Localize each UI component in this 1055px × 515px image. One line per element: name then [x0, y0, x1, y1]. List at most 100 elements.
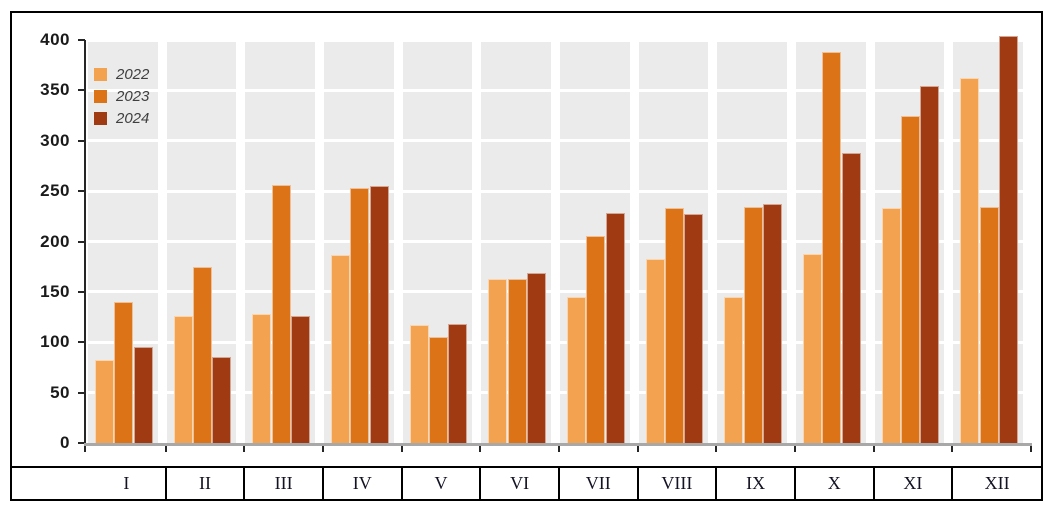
bar-2023-IX	[743, 207, 763, 443]
bar-2023-X	[822, 52, 842, 443]
bar-2023-VI	[507, 278, 527, 443]
x-axis-tick-5	[479, 446, 482, 452]
legend-item-2023: 2023	[94, 85, 149, 107]
bar-2023-XI	[900, 115, 920, 443]
month-cell-IX: IX	[717, 468, 796, 499]
legend-swatch-2022	[94, 67, 107, 81]
x-axis-tick-8	[715, 446, 718, 452]
gridline-350	[88, 88, 1032, 92]
x-axis-tick-12	[1030, 446, 1032, 452]
gridline-150	[88, 290, 1032, 294]
gridline-300	[88, 139, 1032, 143]
bar-2024-VI	[526, 272, 546, 443]
month-cell-VII: VII	[560, 468, 639, 499]
month-cell-V: V	[403, 468, 482, 499]
y-axis-tick-250	[78, 190, 85, 193]
legend-label-2023: 2023	[116, 87, 150, 105]
gridline-50	[88, 391, 1032, 395]
month-cell-VI: VI	[481, 468, 560, 499]
legend-label-2024: 2024	[116, 109, 150, 127]
y-axis-label-100: 100	[40, 332, 70, 352]
bar-2022-V	[409, 325, 429, 443]
bar-2022-II	[173, 316, 193, 443]
bar-2024-XII	[998, 35, 1018, 443]
y-axis-line	[84, 40, 86, 446]
bar-2022-VII	[567, 296, 586, 443]
month-table: I II III IV V VI VII VIII IX X XI XII	[12, 466, 1041, 499]
legend-swatch-2024	[94, 111, 107, 125]
bar-2023-II	[192, 266, 212, 443]
bar-2023-VIII	[664, 208, 684, 443]
x-axis-tick-9	[794, 446, 796, 452]
x-axis-tick-0	[84, 446, 86, 452]
bar-2024-V	[448, 324, 468, 443]
month-cell-IV: IV	[324, 468, 403, 499]
y-axis-tick-200	[78, 240, 85, 243]
x-axis-tick-11	[951, 446, 954, 452]
gridline-250	[88, 189, 1032, 193]
x-axis-tick-4	[400, 446, 403, 452]
y-axis-tick-350	[78, 89, 85, 92]
y-axis-label-0: 0	[60, 433, 70, 452]
x-axis-tick-10	[872, 446, 875, 452]
bar-2022-VI	[488, 278, 508, 443]
month-cell-XII: XII	[984, 473, 1010, 493]
bar-2023-IV	[350, 188, 370, 443]
bar-2024-IX	[762, 204, 782, 443]
bar-2024-III	[290, 316, 310, 443]
bar-2023-III	[271, 185, 291, 443]
chart-frame: 0 50 100 150 200 250 300 350 400 2022 2023 2024 …	[10, 11, 1043, 501]
bar-2022-XI	[881, 208, 901, 443]
month-cell-III: III	[245, 468, 324, 499]
month-cell-XI: XI	[875, 468, 954, 499]
bar-2022-IX	[724, 296, 744, 443]
legend-item-2022: 2022	[94, 63, 149, 85]
y-axis-label-350: 350	[40, 80, 70, 100]
y-axis-label-250: 250	[40, 181, 70, 201]
bar-2023-VII	[586, 236, 606, 443]
bar-2022-X	[803, 253, 822, 443]
bar-2022-IV	[331, 254, 350, 443]
y-axis-tick-50	[78, 391, 85, 394]
gridline-400	[88, 38, 1032, 42]
legend-item-2024: 2024	[94, 107, 149, 129]
bar-2022-VIII	[645, 258, 665, 443]
legend-swatch-2023	[94, 89, 107, 103]
month-cell-X: X	[796, 468, 875, 499]
gridline-200	[88, 240, 1032, 243]
gridline-100	[88, 340, 1032, 344]
y-axis-label-150: 150	[40, 281, 70, 301]
legend-label-2022: 2022	[116, 65, 150, 83]
bar-2024-XI	[920, 86, 940, 443]
bar-2024-VIII	[684, 214, 704, 443]
y-axis-label-50: 50	[50, 382, 70, 402]
y-axis-label-200: 200	[40, 231, 70, 251]
x-axis-line	[84, 443, 1032, 446]
y-axis-tick-0	[78, 442, 85, 444]
y-axis-label-300: 300	[40, 130, 70, 150]
month-cell-VIII: VIII	[639, 468, 718, 499]
month-cell-II: II	[167, 468, 246, 499]
bar-2023-XII	[979, 207, 999, 443]
bar-2024-IV	[369, 186, 389, 443]
bar-2024-VII	[605, 213, 625, 443]
y-axis-tick-100	[78, 341, 85, 344]
bar-2024-II	[212, 357, 232, 443]
bar-2024-X	[841, 152, 861, 443]
bar-2023-V	[428, 337, 448, 443]
x-axis-tick-1	[164, 446, 167, 452]
x-axis-tick-2	[243, 446, 246, 452]
y-axis-tick-300	[78, 139, 85, 142]
bar-2022-III	[252, 314, 272, 443]
x-axis-tick-6	[558, 446, 560, 452]
bar-2022-XII	[960, 78, 980, 443]
bar-2023-I	[114, 301, 134, 443]
month-cell-I: I	[12, 468, 167, 499]
y-axis-label-400: 400	[40, 30, 70, 49]
plot-area	[88, 35, 1032, 443]
legend: 2022 2023 2024	[94, 63, 149, 129]
y-axis-tick-150	[78, 290, 85, 293]
y-axis-tick-400	[78, 39, 85, 41]
x-axis-tick-7	[636, 446, 639, 452]
bar-2022-I	[95, 360, 114, 443]
